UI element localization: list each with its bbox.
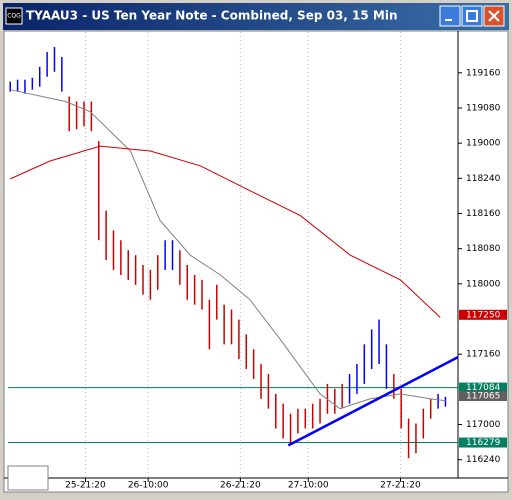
y-tick-label: 117000 xyxy=(466,420,501,430)
app-icon xyxy=(5,7,23,25)
moving-average xyxy=(10,145,441,318)
close-icon xyxy=(488,10,500,22)
price-label: 117084 xyxy=(466,383,501,393)
price-label-box xyxy=(459,437,507,448)
x-tick-label: 26-21:20 xyxy=(220,481,261,491)
corner-box xyxy=(7,465,49,491)
y-tick-label: 119160 xyxy=(466,68,501,78)
y-tick-label: 119080 xyxy=(466,103,501,113)
maximize-button[interactable] xyxy=(461,5,483,27)
minimize-button[interactable] xyxy=(439,5,461,27)
x-tick-label: 25-21:20 xyxy=(65,481,106,491)
window-title: TYAAU3 - US Ten Year Note - Combined, Se… xyxy=(26,9,398,23)
x-tick-label: 26-10:00 xyxy=(128,481,169,491)
title-bar xyxy=(3,3,509,30)
price-label: 117065 xyxy=(466,391,500,401)
maximize-icon xyxy=(466,10,478,22)
price-label: 117250 xyxy=(466,310,501,320)
price-label: 116279 xyxy=(466,438,501,448)
price-label-box xyxy=(459,382,507,393)
app-icon-text: CQG xyxy=(7,13,21,20)
x-tick-label: 27-21:20 xyxy=(380,481,421,491)
y-tick-label: 117160 xyxy=(466,350,501,360)
y-tick-label: 118000 xyxy=(466,279,501,289)
y-tick-label: 118240 xyxy=(466,174,501,184)
chart-area xyxy=(3,30,509,493)
y-tick-label: 116240 xyxy=(466,455,501,465)
moving-average xyxy=(10,89,446,410)
y-tick-label: 118080 xyxy=(466,244,501,254)
window-buttons xyxy=(439,5,505,27)
x-tick-label: 27-10:00 xyxy=(288,481,329,491)
y-tick-label: 118160 xyxy=(466,209,501,219)
price-label-box xyxy=(459,390,507,401)
price-label-box xyxy=(459,309,507,320)
y-tick-label: 119000 xyxy=(466,139,501,149)
trend-line xyxy=(287,356,459,447)
